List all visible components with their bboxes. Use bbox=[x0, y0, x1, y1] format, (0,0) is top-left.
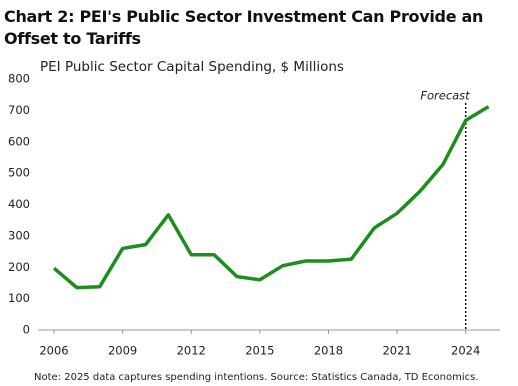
x-tick-label: 2021 bbox=[382, 344, 411, 358]
chart-title: Chart 2: PEI's Public Sector Investment … bbox=[4, 7, 484, 48]
y-tick-label: 200 bbox=[8, 260, 30, 274]
y-tick-label: 500 bbox=[8, 166, 30, 180]
y-tick-label: 0 bbox=[23, 323, 30, 337]
chart-subtitle: PEI Public Sector Capital Spending, $ Mi… bbox=[40, 59, 344, 75]
y-tick-label: 100 bbox=[8, 291, 30, 305]
data-line bbox=[52, 105, 490, 290]
x-tick-label: 2018 bbox=[314, 344, 343, 358]
x-tick-label: 2012 bbox=[177, 344, 206, 358]
x-tick-label: 2009 bbox=[108, 344, 137, 358]
y-tick-label: 400 bbox=[8, 197, 30, 211]
y-tick-label: 700 bbox=[8, 103, 30, 117]
note: Note: 2025 data captures spending intent… bbox=[34, 372, 478, 383]
y-tick-label: 300 bbox=[8, 228, 30, 242]
annotation: Forecast bbox=[420, 89, 470, 103]
y-tick-label: 800 bbox=[8, 72, 30, 86]
x-tick-label: 2024 bbox=[451, 344, 480, 358]
x-tick-label: 2015 bbox=[245, 344, 274, 358]
x-tick-label: 2006 bbox=[39, 344, 68, 358]
y-tick-label: 600 bbox=[8, 134, 30, 148]
